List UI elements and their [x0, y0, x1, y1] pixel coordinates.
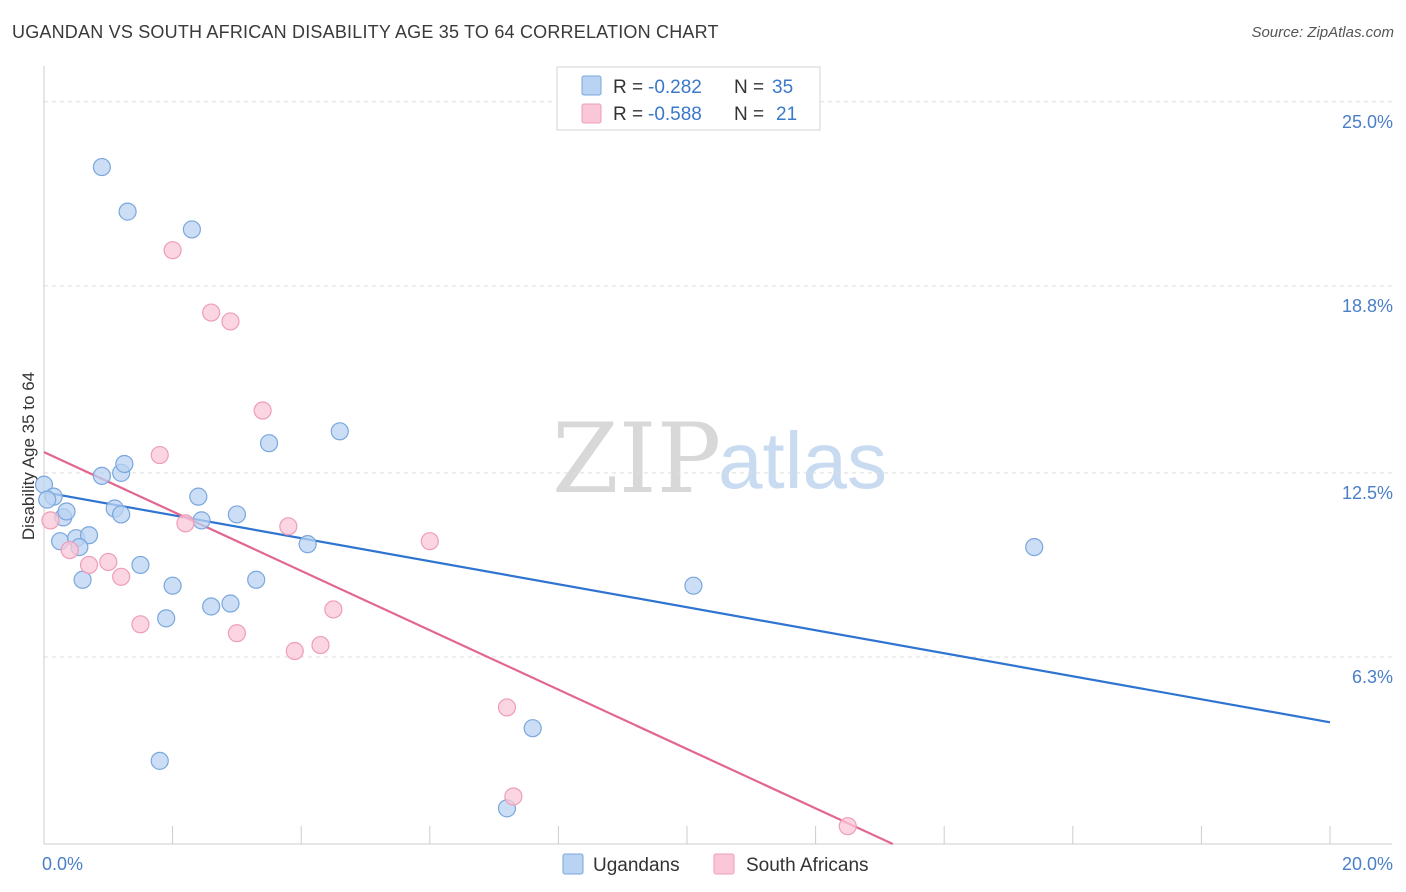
- watermark-zip: ZIP: [552, 403, 721, 515]
- bottom-legend-ugandans: Ugandans: [593, 855, 680, 876]
- legend-swatch-south-africans: [581, 103, 602, 124]
- south-african-point-19: [504, 787, 523, 806]
- ugandan-point-15: [157, 609, 176, 628]
- south-african-point-9: [202, 303, 221, 322]
- ugandan-point-22: [247, 570, 266, 589]
- south-african-point-5: [131, 615, 150, 634]
- legend-r-label-2: R =: [613, 104, 643, 125]
- ugandan-point-3: [57, 502, 76, 521]
- y-tick-label-1: 12.5%: [1342, 483, 1393, 503]
- y-tick-label-3: 25.0%: [1342, 112, 1393, 132]
- ugandan-point-18: [192, 511, 211, 530]
- stats-legend: R = -0.282 N = 35 R = -0.588 N = 21: [556, 66, 821, 131]
- south-african-point-8: [176, 514, 195, 533]
- south-african-point-10: [221, 312, 240, 331]
- south-african-trend-line: [43, 451, 894, 845]
- south-african-point-6: [150, 445, 169, 465]
- south-african-point-4: [112, 567, 131, 586]
- ugandan-point-16: [163, 576, 182, 595]
- watermark: ZIP atlas: [552, 403, 887, 515]
- ugandan-point-21: [227, 505, 246, 524]
- south-african-point-7: [163, 241, 182, 260]
- bottom-legend: Ugandans South Africans: [562, 853, 869, 876]
- south-african-point-1: [60, 540, 79, 560]
- ugandan-point-17: [189, 487, 208, 506]
- south-african-point-0: [41, 511, 60, 530]
- axes: [43, 66, 1392, 845]
- tick-labels: 6.3% 12.5% 18.8% 25.0% 0.0% 20.0%: [42, 112, 1393, 874]
- ugandan-point-24: [298, 535, 317, 554]
- ugandan-point-34: [38, 490, 57, 509]
- ugandan-point-13: [131, 555, 150, 575]
- ugandan-point-29: [182, 220, 201, 239]
- bottom-legend-swatch-ugandans: [562, 853, 584, 875]
- ugandan-point-20: [221, 594, 240, 613]
- legend-r-value-1: -0.282: [648, 77, 702, 98]
- south-african-point-16: [324, 600, 343, 619]
- x-tick-label-0: 0.0%: [42, 854, 83, 874]
- ugandan-point-33: [1025, 538, 1044, 557]
- data-points: [34, 157, 1044, 836]
- legend-n-label-1: N =: [734, 77, 764, 98]
- legend-swatch-ugandans: [581, 75, 602, 96]
- ugandan-point-28: [118, 202, 137, 221]
- ugandan-point-27: [92, 157, 111, 177]
- south-african-point-3: [99, 552, 118, 572]
- chart-title: UGANDAN VS SOUTH AFRICAN DISABILITY AGE …: [12, 22, 719, 42]
- south-african-point-17: [420, 532, 439, 551]
- ugandan-point-32: [684, 576, 703, 595]
- legend-n-value-1: 35: [772, 77, 793, 98]
- south-african-point-15: [311, 635, 330, 655]
- ugandan-point-23: [259, 434, 279, 453]
- south-african-point-18: [497, 698, 517, 717]
- south-african-point-12: [253, 401, 272, 420]
- ugandan-point-9: [92, 466, 111, 485]
- south-african-point-13: [279, 517, 298, 536]
- legend-n-label-2: N =: [734, 104, 764, 125]
- south-african-point-11: [227, 624, 246, 643]
- grid-lines: [44, 101, 1392, 658]
- y-axis-label: Disability Age 35 to 64: [19, 372, 38, 540]
- ugandan-point-6: [79, 526, 99, 545]
- y-tick-label-2: 18.8%: [1342, 296, 1393, 316]
- ugandan-point-11: [115, 454, 134, 474]
- x-tick-label-1: 20.0%: [1342, 854, 1393, 874]
- ugandan-point-30: [523, 719, 542, 738]
- ugandan-point-25: [330, 422, 349, 441]
- legend-r-label-1: R =: [613, 77, 643, 98]
- y-tick-label-0: 6.3%: [1352, 667, 1393, 687]
- south-african-point-20: [838, 817, 857, 836]
- legend-n-value-2: 21: [776, 104, 797, 125]
- south-african-point-14: [285, 641, 304, 661]
- watermark-atlas: atlas: [718, 416, 887, 505]
- legend-r-value-2: -0.588: [648, 104, 702, 125]
- source-label: Source: ZipAtlas.com: [1251, 24, 1394, 41]
- south-african-point-2: [79, 555, 99, 575]
- ugandan-point-19: [202, 597, 221, 616]
- ugandan-point-14: [112, 505, 131, 524]
- ugandan-point-26: [150, 751, 169, 770]
- ugandan-trend-line: [43, 491, 1331, 724]
- bottom-legend-swatch-south-africans: [713, 853, 735, 875]
- bottom-legend-south-africans: South Africans: [746, 855, 869, 876]
